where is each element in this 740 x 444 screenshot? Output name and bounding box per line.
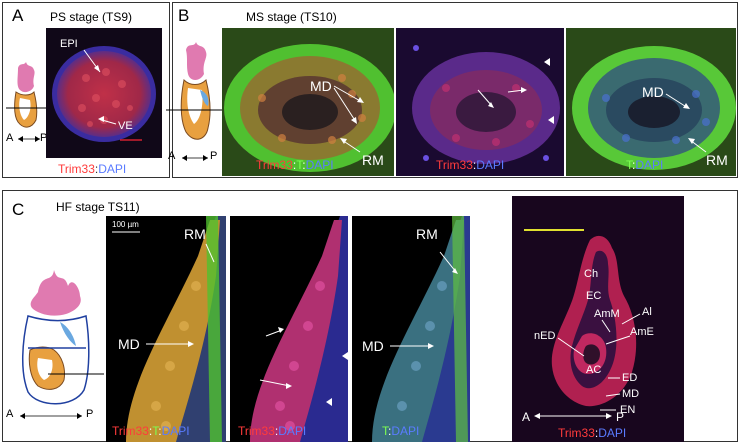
panel-a-micrograph: EPI VE xyxy=(46,28,162,158)
panel-c-axis-a: A xyxy=(6,408,14,420)
hf-extraembryonic-shape xyxy=(30,270,81,316)
panel-a-caption: Trim33:DAPI xyxy=(58,162,127,176)
panel-a-letter: A xyxy=(12,6,24,25)
label-amm: AmM xyxy=(594,308,620,320)
label-ec: EC xyxy=(586,290,602,302)
panel-b-micrograph-trim33: Trim33:DAPI xyxy=(396,28,564,176)
label-ned: nED xyxy=(534,330,556,342)
panel-c-micrograph-trim33: Trim33:DAPI xyxy=(230,216,348,442)
label-al: Al xyxy=(642,306,652,318)
panel-a-axis-p: P xyxy=(40,132,48,144)
label-ch: Ch xyxy=(584,268,599,280)
panel-b-t-dapi-caption: T:DAPI xyxy=(626,158,664,172)
label-ed: ED xyxy=(622,372,638,384)
label-ve: VE xyxy=(118,120,133,132)
label-md: MD xyxy=(622,388,640,400)
section-axis-a: A xyxy=(522,410,531,424)
label-md: MD xyxy=(642,84,664,100)
scale-bar-label: 100 µm xyxy=(112,220,139,229)
label-md: MD xyxy=(362,338,384,354)
panel-c-axis-p: P xyxy=(86,408,94,420)
panel-c-micrograph-merge: 100 µm RM MD Trim33:T:DAPI xyxy=(106,216,226,442)
label-rm: RM xyxy=(184,226,206,242)
panel-a-axis-arrows xyxy=(18,136,40,142)
panel-c-title: HF stage TS11) xyxy=(56,200,140,214)
panel-b-trim33-caption: Trim33:DAPI xyxy=(436,158,505,172)
ms-extraembryonic-shape xyxy=(186,42,207,80)
panel-c-micrograph-t-dapi: RM MD T:DAPI xyxy=(352,216,470,442)
panel-c-trim33-caption: Trim33:DAPI xyxy=(238,424,307,438)
label-rm: RM xyxy=(706,152,728,168)
panel-c-schematic xyxy=(21,270,104,405)
label-ame: AmE xyxy=(630,326,654,338)
panel-a-axis-a: A xyxy=(6,132,14,144)
panel-b-title: MS stage (TS10) xyxy=(246,10,337,24)
panel-b-axis-arrows xyxy=(182,155,208,161)
panel-c-letter: C xyxy=(12,200,25,219)
label-rm: RM xyxy=(362,152,384,168)
panel-b-micrograph-merge: MD RM Trim33:T:DAPI xyxy=(222,28,394,176)
label-ac: AC xyxy=(586,364,602,376)
ps-extraembryonic-shape xyxy=(17,62,35,93)
section-axis-p: P xyxy=(616,410,625,424)
label-rm: RM xyxy=(416,226,438,242)
panel-c-axis-arrows xyxy=(20,413,82,419)
panel-b-axis-p: P xyxy=(210,150,218,162)
panel-a-schematic xyxy=(6,62,48,128)
panel-b-merge-caption: Trim33:T:DAPI xyxy=(256,158,334,172)
label-md: MD xyxy=(118,336,140,352)
panel-c-section-caption: Trim33:DAPI xyxy=(558,426,627,440)
panel-c-t-dapi-caption: T:DAPI xyxy=(382,424,420,438)
panel-c-merge-caption: Trim33:T:DAPI xyxy=(112,424,190,438)
panel-b-letter: B xyxy=(178,6,190,25)
label-epi: EPI xyxy=(60,38,78,50)
panel-a-title: PS stage (TS9) xyxy=(50,10,133,24)
panel-c-micrograph-section: Ch EC AmM Al AmE nED AC ED MD EN A P Tri… xyxy=(512,196,684,442)
panel-b-micrograph-t-dapi: MD RM T:DAPI xyxy=(566,28,736,176)
panel-b-axis-a: A xyxy=(168,150,176,162)
panel-b-schematic xyxy=(166,42,224,140)
label-md: MD xyxy=(310,78,332,94)
label-en: EN xyxy=(620,404,636,416)
